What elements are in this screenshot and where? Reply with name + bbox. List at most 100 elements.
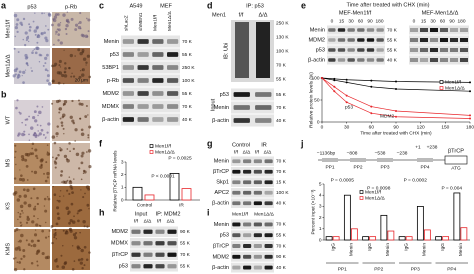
region-label: PP3 xyxy=(380,164,389,170)
annotation: MDM2 xyxy=(380,113,394,119)
cell xyxy=(30,197,33,200)
bar xyxy=(181,188,192,201)
cell xyxy=(19,221,22,224)
band xyxy=(131,241,141,246)
cell xyxy=(60,181,63,183)
cell xyxy=(51,102,54,105)
blot-strip xyxy=(231,88,274,101)
cell xyxy=(46,171,50,176)
cell xyxy=(80,102,84,106)
cell xyxy=(79,117,82,120)
band xyxy=(232,265,241,270)
cell xyxy=(24,53,28,58)
cell xyxy=(69,115,73,119)
cell xyxy=(64,261,68,265)
cell xyxy=(79,12,82,15)
cell xyxy=(83,245,87,249)
cell xyxy=(47,197,51,201)
bar xyxy=(398,236,406,241)
series-line xyxy=(321,77,471,119)
cell xyxy=(53,141,57,145)
cell xyxy=(85,61,88,64)
cell xyxy=(33,170,38,175)
cell xyxy=(55,206,60,210)
cell xyxy=(61,73,65,78)
cell xyxy=(73,215,75,218)
band xyxy=(232,190,241,195)
blot-strip xyxy=(231,219,274,230)
cell xyxy=(25,239,28,242)
y-tick-label: 3 xyxy=(319,204,322,210)
cell xyxy=(72,121,76,125)
cell xyxy=(62,229,65,232)
point xyxy=(370,85,373,88)
cell xyxy=(45,39,49,43)
kda-label: 100 K xyxy=(276,48,289,54)
cell xyxy=(38,53,42,57)
panel-label: j xyxy=(300,138,304,148)
x-tick-label: 120 xyxy=(417,124,425,130)
cell xyxy=(25,164,29,168)
cell xyxy=(34,33,37,36)
cell xyxy=(88,208,90,210)
legend-label: Men1Δ/Δ xyxy=(155,149,176,155)
cell xyxy=(18,215,22,218)
band xyxy=(232,244,241,248)
legend-swatch xyxy=(439,86,444,90)
band xyxy=(253,244,262,248)
cell xyxy=(62,104,65,107)
cell xyxy=(82,172,85,175)
condition-label: Control xyxy=(232,142,250,148)
cell xyxy=(80,189,82,191)
bar xyxy=(460,227,468,241)
kda-label: 55 K xyxy=(182,91,193,97)
cell xyxy=(56,125,59,128)
cell xyxy=(28,23,31,26)
band xyxy=(137,104,149,109)
x-tick-label: Menin xyxy=(385,243,391,256)
band xyxy=(450,48,458,52)
micrograph xyxy=(52,229,90,270)
position-label: −238 xyxy=(397,150,408,156)
cell xyxy=(14,150,17,153)
cell xyxy=(87,30,90,33)
cell xyxy=(73,236,78,240)
cell xyxy=(34,12,36,14)
cell xyxy=(47,28,50,31)
band xyxy=(450,28,458,32)
cell xyxy=(68,221,71,225)
band xyxy=(167,252,177,257)
cell xyxy=(71,191,74,195)
cell xyxy=(27,243,31,247)
point xyxy=(469,117,471,120)
y-tick-label: 5 xyxy=(319,181,322,187)
blot-strip xyxy=(121,61,180,74)
band xyxy=(420,38,428,42)
cell xyxy=(14,190,18,195)
band xyxy=(366,38,375,42)
cell xyxy=(72,75,76,78)
kda-label: 70 K xyxy=(387,27,398,33)
cell xyxy=(57,81,61,85)
blot-strip xyxy=(121,100,180,113)
cell xyxy=(81,48,85,52)
cell xyxy=(21,178,26,182)
cell xyxy=(80,257,84,261)
cell xyxy=(57,28,61,32)
band xyxy=(131,229,141,234)
cell xyxy=(63,133,65,135)
cell xyxy=(69,150,71,153)
cell xyxy=(65,33,68,36)
band xyxy=(143,252,153,257)
cell xyxy=(41,229,45,233)
x-tick-label: IR xyxy=(179,202,184,208)
legend-swatch xyxy=(149,150,154,154)
cell xyxy=(36,196,39,200)
row-label: MDM2 xyxy=(103,91,119,97)
cell xyxy=(78,75,82,79)
cell xyxy=(33,48,36,50)
cell xyxy=(65,19,69,23)
region-box xyxy=(350,158,366,162)
kda-label: 70 K xyxy=(276,222,287,228)
